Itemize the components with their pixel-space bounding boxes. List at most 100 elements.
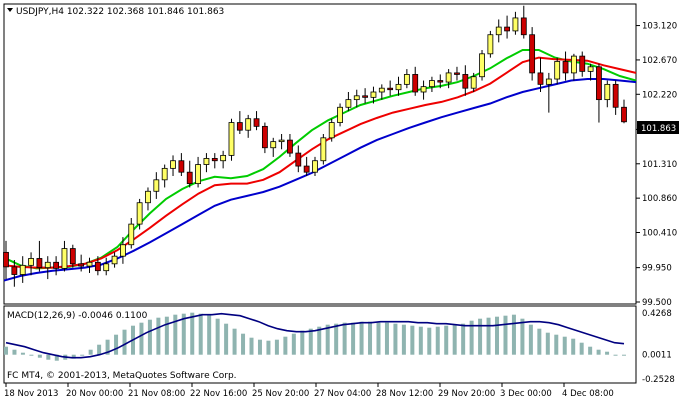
candle [287,134,293,157]
macd-bar [181,313,186,355]
macd-bar [46,354,51,360]
macd-signal-line [5,312,625,359]
macd-bar [342,322,347,355]
macd-bar [486,317,491,355]
price-tick-label: 99.950 [642,264,672,274]
current-price-label: 101.863 [641,124,676,134]
candle [596,63,602,123]
time-tick-label: 18 Nov 2013 [4,389,58,399]
candle [479,50,485,81]
macd-bar [300,330,305,355]
macd-bar [545,332,550,355]
candle [94,256,101,276]
macd-bar [114,334,119,355]
macd-bar [257,339,262,355]
time-tick-label: 27 Nov 04:00 [314,389,371,399]
candle [111,252,118,268]
macd-bar [12,349,17,355]
macd-bar [224,323,229,355]
macd-bar [605,351,610,355]
candle [429,76,435,92]
candle [245,114,252,138]
candle [3,240,9,280]
candle [53,256,60,276]
candle [587,63,594,81]
macd-bar [452,324,457,355]
price-tick-label: 100.410 [642,229,677,239]
time-tick-label: 22 Nov 16:00 [190,389,247,399]
macd-bar [393,323,398,355]
macd-bar [418,326,423,355]
candle [454,66,460,81]
candle [44,256,51,280]
price-axis: 103.120102.670102.220101.760101.310100.8… [636,22,677,308]
macd-bar [291,333,296,355]
macd-bar [503,315,508,355]
macd-bar [232,328,237,355]
candle [403,69,410,89]
macd-title: MACD(12,26,9) -0.0046 0.1100 [7,311,148,321]
candle [228,118,235,161]
candle [69,244,76,268]
macd-bar [596,349,601,355]
macd-bar [283,336,288,355]
macd-bar [190,312,195,355]
macd-bar [588,346,593,355]
macd-bar [156,317,161,355]
candle [270,137,277,157]
macd-bar [401,324,406,355]
collapse-arrow-icon [7,8,13,12]
price-tick-label: 101.310 [642,160,677,170]
macd-bar [97,344,102,355]
macd-bar [520,318,525,355]
time-tick-label: 3 Dec 00:00 [500,389,552,399]
candle [220,150,227,169]
macd-bar [147,319,152,355]
candle [261,122,268,154]
candle [504,15,510,39]
time-tick-label: 20 Nov 00:00 [66,389,123,399]
candle [11,260,18,287]
macd-panel [3,305,637,384]
macd-bar [122,329,127,355]
macd-tick-label: 0.0011 [642,351,672,361]
price-tick-label: 103.120 [642,22,677,32]
macd-bar [461,323,466,355]
candle [495,19,502,43]
macd-bar [427,327,432,355]
candle [445,69,452,89]
macd-bar [37,354,42,358]
macd-bar [249,337,254,355]
candle [520,5,527,39]
candle [621,99,627,124]
candle [178,153,185,176]
candle [370,86,377,104]
candle [128,218,135,249]
macd-bar [562,336,567,355]
macd-bar [88,349,93,355]
moving-average-line [3,78,637,282]
price-tick-label: 99.500 [642,298,672,308]
candle [612,80,619,115]
macd-bar [410,325,415,355]
candle [545,72,552,113]
macd-bar [359,321,364,355]
candle [86,257,93,273]
time-tick-label: 4 Dec 08:00 [562,389,614,399]
macd-bar [384,322,389,355]
macd-bar [215,318,220,355]
candle [236,111,243,134]
macd-bar [325,324,330,355]
macd-bar [376,322,381,355]
macd-bar [20,352,25,355]
macd-bar [139,322,144,355]
time-axis: 18 Nov 2013 20 Nov 00:00 21 Nov 08:00 22 No… [4,383,614,399]
macd-bar [105,339,110,355]
macd-axis: 0.4268 0.0011 -0.2528 [642,309,675,385]
candle [337,103,343,127]
candle [61,240,68,272]
candle [487,30,494,58]
macd-bar [334,323,339,355]
candle [604,80,611,108]
